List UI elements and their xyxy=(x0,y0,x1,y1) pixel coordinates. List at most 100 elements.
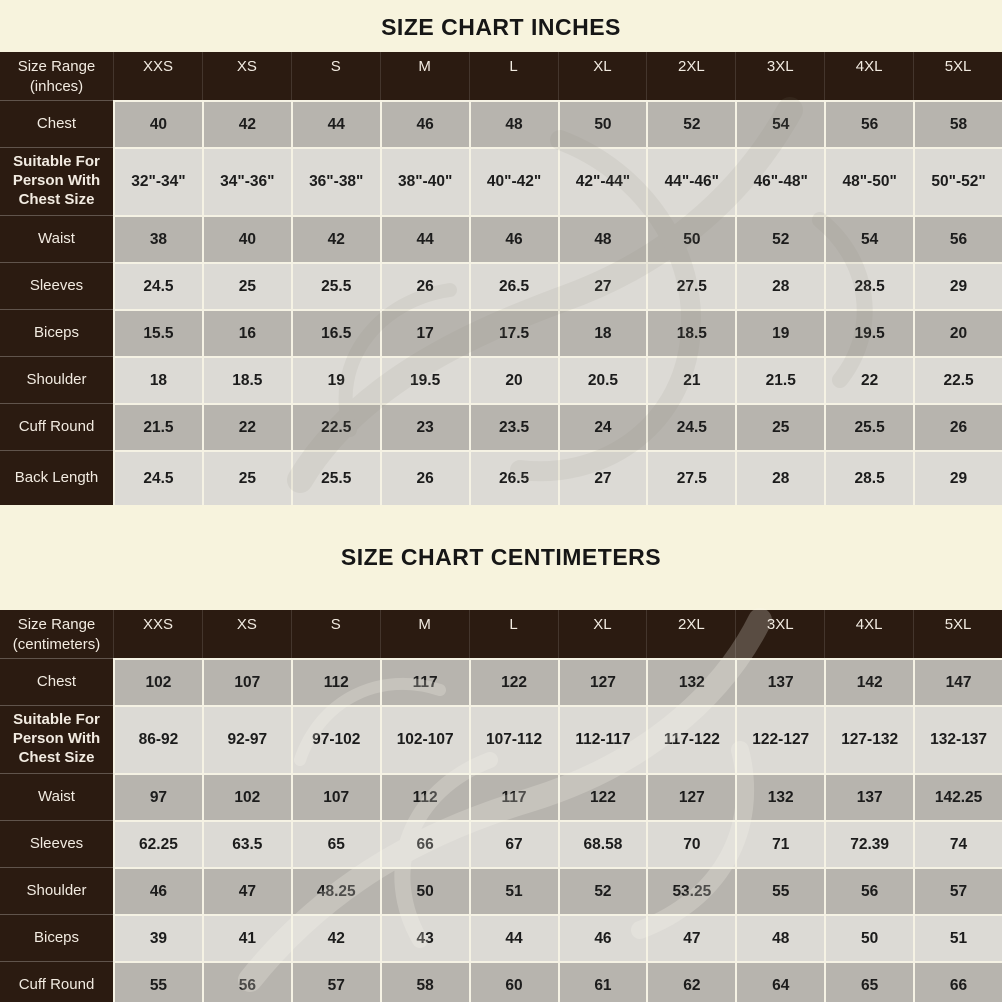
size-chart-centimeters-table: Size Range (centimeters) XXS XS S M L XL 2XL 3XL 4… xyxy=(0,610,1002,1002)
table-row-chest: Chest 40 42 44 46 48 50 52 54 56 58 xyxy=(0,100,1002,147)
size-value-cell: 122 xyxy=(557,773,647,820)
row-label: Biceps xyxy=(0,309,113,356)
column-header-3xl: 3XL xyxy=(735,52,825,100)
size-value-cell: 15.5 xyxy=(113,309,202,356)
table-header-row: Size Range (inhces) XXS XS S M L XL 2XL 3XL 4XL 5XL xyxy=(0,52,1002,100)
size-value-cell: 24 xyxy=(557,403,647,450)
table-row-back-length: Back Length 24.5 25 25.5 26 26.5 27 27.5 28 28.5 2… xyxy=(0,450,1002,505)
size-value-cell: 50 xyxy=(646,215,736,262)
row-label: Cuff Round xyxy=(0,961,113,1002)
column-header-xxs: XXS xyxy=(113,52,202,100)
size-value-cell: 64 xyxy=(735,961,825,1002)
size-value-cell: 54 xyxy=(824,215,914,262)
size-value-cell: 50"-52" xyxy=(913,147,1002,215)
size-value-cell: 20.5 xyxy=(557,356,647,403)
size-value-cell: 46 xyxy=(113,867,202,914)
size-value-cell: 22.5 xyxy=(913,356,1002,403)
size-value-cell: 26.5 xyxy=(468,450,558,505)
size-value-cell: 39 xyxy=(113,914,202,961)
size-value-cell: 52 xyxy=(557,867,647,914)
row-label: Waist xyxy=(0,215,113,262)
column-header-5xl: 5XL xyxy=(913,52,1002,100)
size-value-cell: 107-112 xyxy=(468,705,558,773)
size-value-cell: 107 xyxy=(290,773,380,820)
inches-chart-title: SIZE CHART INCHES xyxy=(381,13,621,40)
size-value-cell: 18 xyxy=(113,356,202,403)
size-value-cell: 92-97 xyxy=(201,705,291,773)
size-value-cell: 46 xyxy=(468,215,558,262)
size-value-cell: 122 xyxy=(468,658,558,705)
size-value-cell: 32"-34" xyxy=(113,147,202,215)
size-value-cell: 55 xyxy=(113,961,202,1002)
size-value-cell: 58 xyxy=(379,961,469,1002)
size-value-cell: 112-117 xyxy=(557,705,647,773)
size-value-cell: 28 xyxy=(735,262,825,309)
size-value-cell: 48"-50" xyxy=(824,147,914,215)
size-value-cell: 18 xyxy=(557,309,647,356)
table-row-biceps: Biceps 39 41 42 43 44 46 47 48 50 51 xyxy=(0,914,1002,961)
size-value-cell: 28.5 xyxy=(824,450,914,505)
size-value-cell: 48 xyxy=(735,914,825,961)
size-value-cell: 102 xyxy=(201,773,291,820)
row-label: Back Length xyxy=(0,450,113,505)
size-value-cell: 132-137 xyxy=(913,705,1002,773)
size-value-cell: 25 xyxy=(201,450,291,505)
size-value-cell: 21.5 xyxy=(113,403,202,450)
row-label: Shoulder xyxy=(0,356,113,403)
size-value-cell: 112 xyxy=(290,658,380,705)
size-value-cell: 46 xyxy=(557,914,647,961)
size-value-cell: 58 xyxy=(913,100,1002,147)
size-value-cell: 74 xyxy=(913,820,1002,867)
column-header-xl: XL xyxy=(557,52,647,100)
size-value-cell: 137 xyxy=(735,658,825,705)
size-value-cell: 18.5 xyxy=(201,356,291,403)
size-value-cell: 65 xyxy=(824,961,914,1002)
size-value-cell: 132 xyxy=(735,773,825,820)
column-header-xs: XS xyxy=(201,610,291,658)
size-value-cell: 54 xyxy=(735,100,825,147)
size-value-cell: 44 xyxy=(379,215,469,262)
size-value-cell: 22 xyxy=(824,356,914,403)
size-value-cell: 38"-40" xyxy=(379,147,469,215)
row-label: Sleeves xyxy=(0,820,113,867)
size-value-cell: 72.39 xyxy=(824,820,914,867)
size-value-cell: 65 xyxy=(290,820,380,867)
size-value-cell: 34"-36" xyxy=(201,147,291,215)
size-value-cell: 56 xyxy=(913,215,1002,262)
size-value-cell: 142.25 xyxy=(913,773,1002,820)
size-value-cell: 17 xyxy=(379,309,469,356)
size-value-cell: 56 xyxy=(201,961,291,1002)
column-header-l: L xyxy=(468,52,558,100)
size-value-cell: 70 xyxy=(646,820,736,867)
column-header-xs: XS xyxy=(201,52,291,100)
size-value-cell: 29 xyxy=(913,450,1002,505)
column-header-2xl: 2XL xyxy=(646,52,736,100)
size-value-cell: 29 xyxy=(913,262,1002,309)
row-label: Shoulder xyxy=(0,867,113,914)
column-header-s: S xyxy=(290,52,380,100)
column-header-5xl: 5XL xyxy=(913,610,1002,658)
size-value-cell: 44 xyxy=(468,914,558,961)
size-value-cell: 71 xyxy=(735,820,825,867)
size-value-cell: 67 xyxy=(468,820,558,867)
size-value-cell: 22 xyxy=(201,403,291,450)
size-value-cell: 50 xyxy=(824,914,914,961)
size-value-cell: 18.5 xyxy=(646,309,736,356)
size-value-cell: 56 xyxy=(824,100,914,147)
size-value-cell: 19.5 xyxy=(824,309,914,356)
table-row-shoulder: Shoulder 46 47 48.25 50 51 52 53.25 55 56 57 xyxy=(0,867,1002,914)
row-label: Suitable For Person With Chest Size xyxy=(0,147,113,215)
size-value-cell: 122-127 xyxy=(735,705,825,773)
size-value-cell: 66 xyxy=(379,820,469,867)
size-value-cell: 38 xyxy=(113,215,202,262)
size-value-cell: 17.5 xyxy=(468,309,558,356)
size-value-cell: 66 xyxy=(913,961,1002,1002)
size-value-cell: 46 xyxy=(379,100,469,147)
size-value-cell: 47 xyxy=(646,914,736,961)
size-value-cell: 51 xyxy=(468,867,558,914)
size-chart-inches-table: Size Range (inhces) XXS XS S M L XL 2XL 3XL 4XL 5XL… xyxy=(0,52,1002,505)
size-value-cell: 132 xyxy=(646,658,736,705)
size-value-cell: 147 xyxy=(913,658,1002,705)
size-value-cell: 53.25 xyxy=(646,867,736,914)
column-header-m: M xyxy=(379,610,469,658)
